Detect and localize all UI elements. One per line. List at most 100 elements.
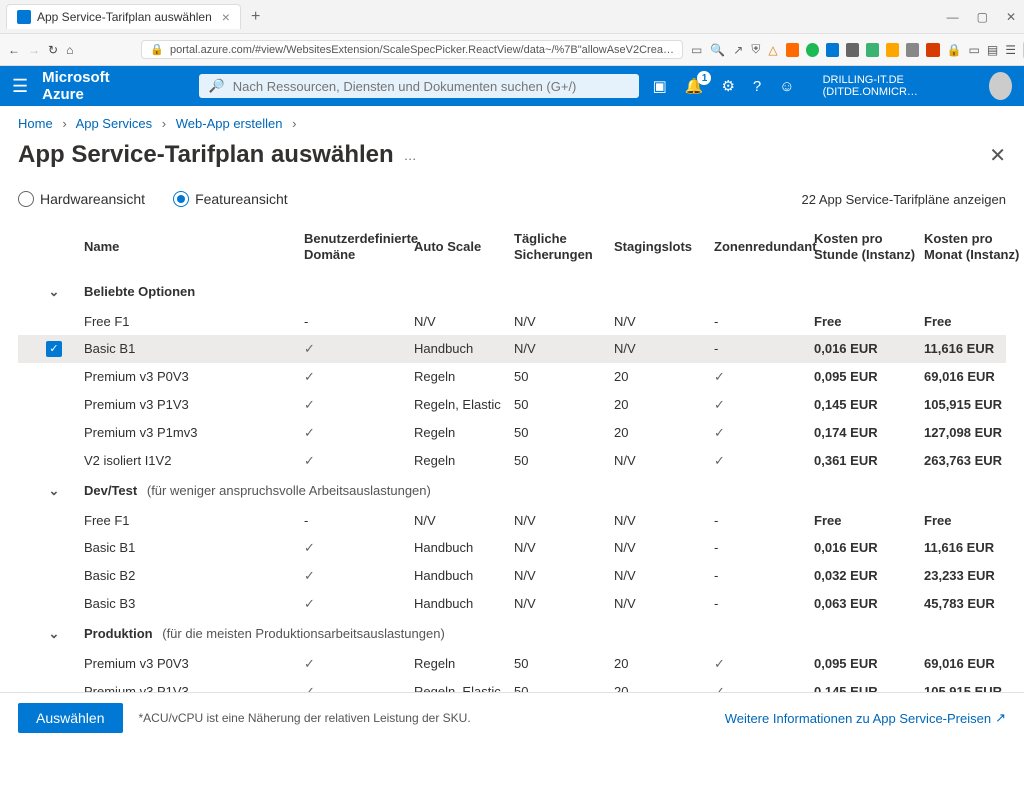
notifications-icon[interactable]: 🔔1 xyxy=(685,77,704,95)
share-icon[interactable]: ↗ xyxy=(733,43,743,57)
pricing-table: Name Benutzerdefinierte Domäne Auto Scal… xyxy=(18,225,1006,734)
nav-reload-icon[interactable]: ↻ xyxy=(48,43,58,57)
group-production[interactable]: ⌄ Produktion (für die meisten Produktion… xyxy=(18,618,1006,650)
group-popular[interactable]: ⌄ Beliebte Optionen xyxy=(18,276,1006,308)
check-icon: ✓ xyxy=(46,341,62,357)
breadcrumb: Home › App Services › Web-App erstellen … xyxy=(0,106,1024,135)
cloud-shell-icon[interactable]: ▣ xyxy=(653,77,667,95)
user-tenant[interactable]: DRILLING-IT.DE (DITDE.ONMICR… xyxy=(823,74,971,98)
plan-count: 22 App Service-Tarifpläne anzeigen xyxy=(801,192,1006,207)
lock-icon: 🔒 xyxy=(150,43,164,56)
hamburger-icon[interactable]: ☰ xyxy=(12,76,28,97)
col-backup: Tägliche Sicherungen xyxy=(514,231,614,264)
col-autoscale: Auto Scale xyxy=(414,239,514,255)
avatar[interactable] xyxy=(989,72,1012,100)
ext-icon[interactable] xyxy=(846,43,859,57)
chevron-right-icon: › xyxy=(62,116,66,131)
bc-createwebapp[interactable]: Web-App erstellen xyxy=(176,116,283,131)
radio-hw-label: Hardwareansicht xyxy=(40,191,145,207)
zoom-icon[interactable]: 🔍 xyxy=(710,43,725,57)
ext-icon[interactable] xyxy=(926,43,939,57)
table-row[interactable]: Premium v3 P0V3✓Regeln5020✓0,095 EUR69,0… xyxy=(18,650,1006,678)
chevron-down-icon[interactable]: ⌄ xyxy=(24,284,84,300)
page-title: App Service-Tarifplan auswählen xyxy=(18,141,394,169)
shield-icon[interactable]: ⛨ xyxy=(751,42,760,57)
help-icon[interactable]: ? xyxy=(753,78,761,95)
ext-icon[interactable] xyxy=(886,43,899,57)
table-row[interactable]: ✓Basic B1✓HandbuchN/VN/V-0,016 EUR11,616… xyxy=(18,335,1006,363)
table-header: Name Benutzerdefinierte Domäne Auto Scal… xyxy=(18,225,1006,276)
tab-favicon xyxy=(17,10,31,24)
pricing-info-link[interactable]: Weitere Informationen zu App Service-Pre… xyxy=(725,710,1006,726)
browser-tab-bar: App Service-Tarifplan auswählen × + — ▢ … xyxy=(0,0,1024,34)
ext-icon[interactable] xyxy=(906,43,919,57)
azure-brand[interactable]: Microsoft Azure xyxy=(42,69,144,103)
window-minimize-icon[interactable]: — xyxy=(945,10,961,24)
window-close-icon[interactable]: ✕ xyxy=(1004,10,1018,24)
group-label: Dev/Test xyxy=(84,483,137,498)
browser-toolbar: ← → ↻ ⌂ 🔒 portal.azure.com/#view/Website… xyxy=(0,34,1024,66)
nav-forward-icon[interactable]: → xyxy=(28,43,40,57)
new-tab-button[interactable]: + xyxy=(245,6,266,28)
window-maximize-icon[interactable]: ▢ xyxy=(975,10,990,24)
sidebar-icon[interactable]: ▤ xyxy=(987,43,998,57)
table-row[interactable]: Basic B2✓HandbuchN/VN/V-0,032 EUR23,233 … xyxy=(18,562,1006,590)
nav-back-icon[interactable]: ← xyxy=(8,43,20,57)
table-row[interactable]: Premium v3 P0V3✓Regeln5020✓0,095 EUR69,0… xyxy=(18,363,1006,391)
col-domain: Benutzerdefinierte Domäne xyxy=(304,231,414,264)
col-hour: Kosten pro Stunde (Instanz) xyxy=(814,231,924,264)
footnote: *ACU/vCPU ist eine Näherung der relative… xyxy=(139,711,471,725)
col-staging: Stagingslots xyxy=(614,239,714,255)
ext-icon[interactable] xyxy=(806,43,819,57)
search-input[interactable] xyxy=(233,79,629,94)
select-button[interactable]: Auswählen xyxy=(18,703,123,733)
close-blade-icon[interactable]: ✕ xyxy=(989,143,1006,168)
browser-tab[interactable]: App Service-Tarifplan auswählen × xyxy=(6,4,241,29)
bookmark-icon[interactable]: ☰ xyxy=(1005,43,1016,57)
azure-top-bar: ☰ Microsoft Azure 🔎 ▣ 🔔1 ⚙ ? ☺ DRILLING-… xyxy=(0,66,1024,106)
table-row[interactable]: Premium v3 P1V3✓Regeln, Elastic5020✓0,14… xyxy=(18,391,1006,419)
notif-badge: 1 xyxy=(697,71,711,85)
bc-home[interactable]: Home xyxy=(18,116,53,131)
table-row[interactable]: V2 isoliert I1V2✓Regeln50N/V✓0,361 EUR26… xyxy=(18,447,1006,475)
group-devtest[interactable]: ⌄ Dev/Test (für weniger anspruchsvolle A… xyxy=(18,475,1006,507)
global-search[interactable]: 🔎 xyxy=(199,74,639,98)
tab-title: App Service-Tarifplan auswählen xyxy=(37,10,212,24)
nav-home-icon[interactable]: ⌂ xyxy=(66,43,73,57)
table-row[interactable]: Premium v3 P1mv3✓Regeln5020✓0,174 EUR127… xyxy=(18,419,1006,447)
chevron-down-icon[interactable]: ⌄ xyxy=(24,626,84,642)
tab-close-icon[interactable]: × xyxy=(222,9,230,25)
col-month: Kosten pro Monat (Instanz) xyxy=(924,231,1024,264)
bc-appservices[interactable]: App Services xyxy=(76,116,153,131)
table-row[interactable]: Free F1-N/VN/VN/V-FreeFree xyxy=(18,507,1006,534)
address-bar[interactable]: 🔒 portal.azure.com/#view/WebsitesExtensi… xyxy=(141,40,683,59)
group-sub: (für die meisten Produktionsarbeitsausla… xyxy=(162,626,445,641)
screenshot-icon[interactable]: ▭ xyxy=(691,43,702,57)
blade-header: App Service-Tarifplan auswählen … ✕ xyxy=(0,135,1024,177)
group-sub: (für weniger anspruchsvolle Arbeitsausla… xyxy=(147,483,431,498)
lock-icon[interactable]: 🔒 xyxy=(947,43,962,57)
table-row[interactable]: Basic B3✓HandbuchN/VN/V-0,063 EUR45,783 … xyxy=(18,590,1006,618)
chevron-right-icon: › xyxy=(292,116,296,131)
blade-footer: Auswählen *ACU/vCPU ist eine Näherung de… xyxy=(0,692,1024,743)
link-text: Weitere Informationen zu App Service-Pre… xyxy=(725,711,991,726)
ext-icon[interactable] xyxy=(786,43,799,57)
triangle-icon[interactable]: △ xyxy=(768,43,777,57)
group-label: Produktion xyxy=(84,626,153,641)
radio-hardware-view[interactable]: Hardwareansicht xyxy=(18,191,145,207)
search-icon: 🔎 xyxy=(209,78,225,94)
table-row[interactable]: Basic B1✓HandbuchN/VN/V-0,016 EUR11,616 … xyxy=(18,534,1006,562)
radio-feat-label: Featureansicht xyxy=(195,191,288,207)
url-text: portal.azure.com/#view/WebsitesExtension… xyxy=(170,44,674,56)
settings-icon[interactable]: ⚙ xyxy=(721,77,734,95)
table-row[interactable]: Free F1-N/VN/VN/V-FreeFree xyxy=(18,308,1006,335)
ext-icon[interactable] xyxy=(826,43,839,57)
ext-icon[interactable] xyxy=(866,43,879,57)
feedback-icon[interactable]: ☺ xyxy=(779,78,794,95)
radio-feature-view[interactable]: Featureansicht xyxy=(173,191,288,207)
chevron-right-icon: › xyxy=(162,116,166,131)
more-icon[interactable]: … xyxy=(404,148,417,163)
external-link-icon: ↗ xyxy=(995,710,1006,726)
phone-icon[interactable]: ▭ xyxy=(969,43,980,57)
chevron-down-icon[interactable]: ⌄ xyxy=(24,483,84,499)
